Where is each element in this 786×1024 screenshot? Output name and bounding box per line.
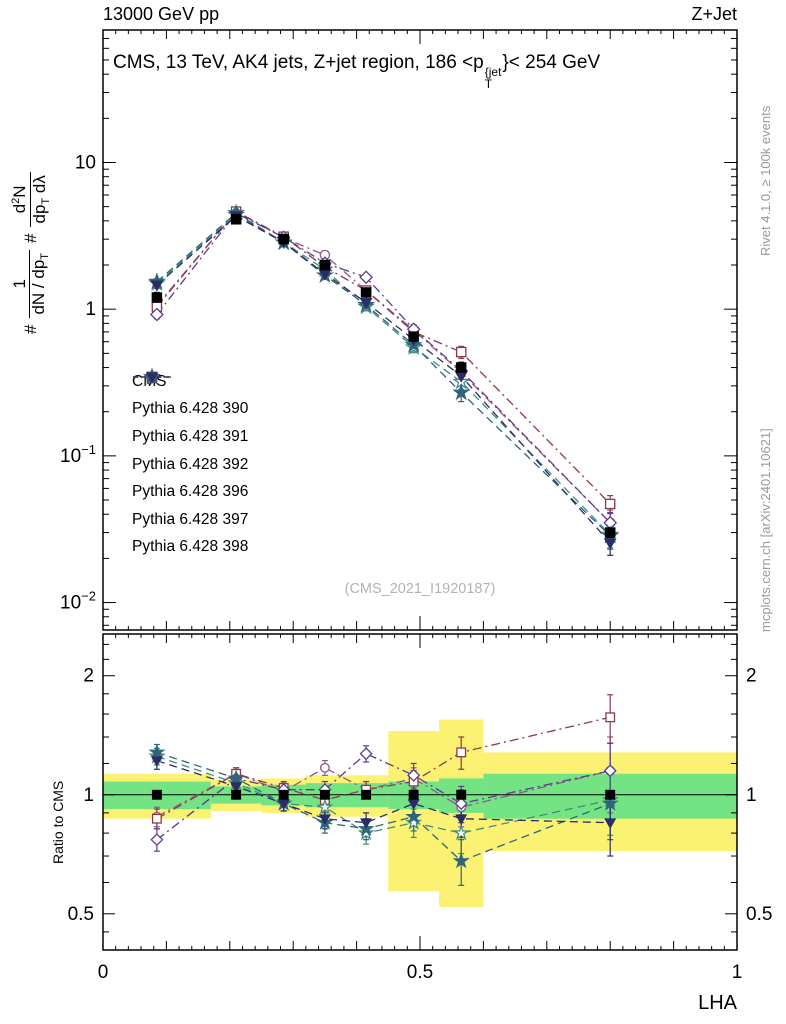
x-tick-label: 0.5 xyxy=(407,962,433,983)
legend-label: Pythia 6.428 391 xyxy=(132,427,249,445)
legend-item: Pythia 6.428 392 xyxy=(132,370,249,479)
y-label-fraction-1: 1 dN / dpT xyxy=(10,249,52,318)
ratio-y-tick-label: 0.5 xyxy=(68,904,94,925)
series-line-pythia-6.428-397 xyxy=(156,212,611,862)
mcplots-credit-label: mcplots.cern.ch [arXiv:2401.10621] xyxy=(758,428,773,632)
title-text: CMS, 13 TeV, AK4 jets, Z+jet region, 186… xyxy=(113,52,484,73)
main-y-tick-label: 10−2 xyxy=(60,589,96,614)
analysis-id-watermark: (CMS_2021_I1920187) xyxy=(344,581,496,597)
series-line-pythia-6.428-398 xyxy=(156,215,611,824)
series-line-pythia-6.428-392 xyxy=(156,212,611,841)
beam-energy-label: 13000 GeV pp xyxy=(103,4,220,24)
legend-label: Pythia 6.428 398 xyxy=(132,538,249,556)
legend-label: Pythia 6.428 392 xyxy=(132,455,249,473)
ratio-y-tick-label: 0.5 xyxy=(746,904,772,925)
x-tick-label: 0 xyxy=(98,962,109,983)
legend-item: Pythia 6.428 397 xyxy=(132,368,249,534)
ratio-y-axis-label: Ratio to CMS xyxy=(50,780,66,864)
x-axis-label: LHA xyxy=(698,992,737,1014)
ratio-y-tick-label: 1 xyxy=(746,785,757,806)
legend-item: Pythia 6.428 398 xyxy=(132,372,249,562)
legend-label: Pythia 6.428 396 xyxy=(132,483,249,501)
uncertainty-bands xyxy=(103,719,737,908)
main-y-tick-label: 10 xyxy=(75,152,96,173)
legend-item: Pythia 6.428 396 xyxy=(132,368,249,506)
ratio-y-tick-label: 1 xyxy=(83,785,94,806)
legend-item: Pythia 6.428 391 xyxy=(132,371,249,451)
ratio-y-tick-label: 2 xyxy=(746,666,757,687)
process-label: Z+Jet xyxy=(691,4,737,24)
series-line-pythia-6.428-391 xyxy=(156,210,611,820)
legend-item: Pythia 6.428 390 xyxy=(132,371,249,424)
rivet-version-label: Rivet 4.1.0, ≥ 100k events xyxy=(758,105,773,256)
plot-title: CMS, 13 TeV, AK4 jets, Z+jet region, 186… xyxy=(113,52,600,90)
hash-symbol: # xyxy=(20,233,40,243)
title-subscript: T xyxy=(484,77,493,91)
main-y-tick-label: 1 xyxy=(85,299,96,320)
pt-jet-notation: {jet T xyxy=(485,66,502,90)
legend-marker-triangle-down-icon xyxy=(133,372,171,384)
x-tick-label: 1 xyxy=(732,962,743,983)
main-y-tick-label: 10−1 xyxy=(60,442,96,467)
main-y-axis-label: # 1 dN / dpT # d2N dpT dλ xyxy=(10,172,52,334)
legend-label: Pythia 6.428 397 xyxy=(132,510,249,528)
title-superscript: {jet xyxy=(484,65,502,79)
title-text-end: }< 254 GeV xyxy=(502,52,601,73)
y-label-fraction-2: d2N dpT dλ xyxy=(10,172,52,227)
legend-label: Pythia 6.428 390 xyxy=(132,400,249,418)
hash-symbol: # xyxy=(20,324,40,334)
ratio-y-tick-label: 2 xyxy=(83,666,94,687)
series-markers-cms xyxy=(151,214,616,800)
